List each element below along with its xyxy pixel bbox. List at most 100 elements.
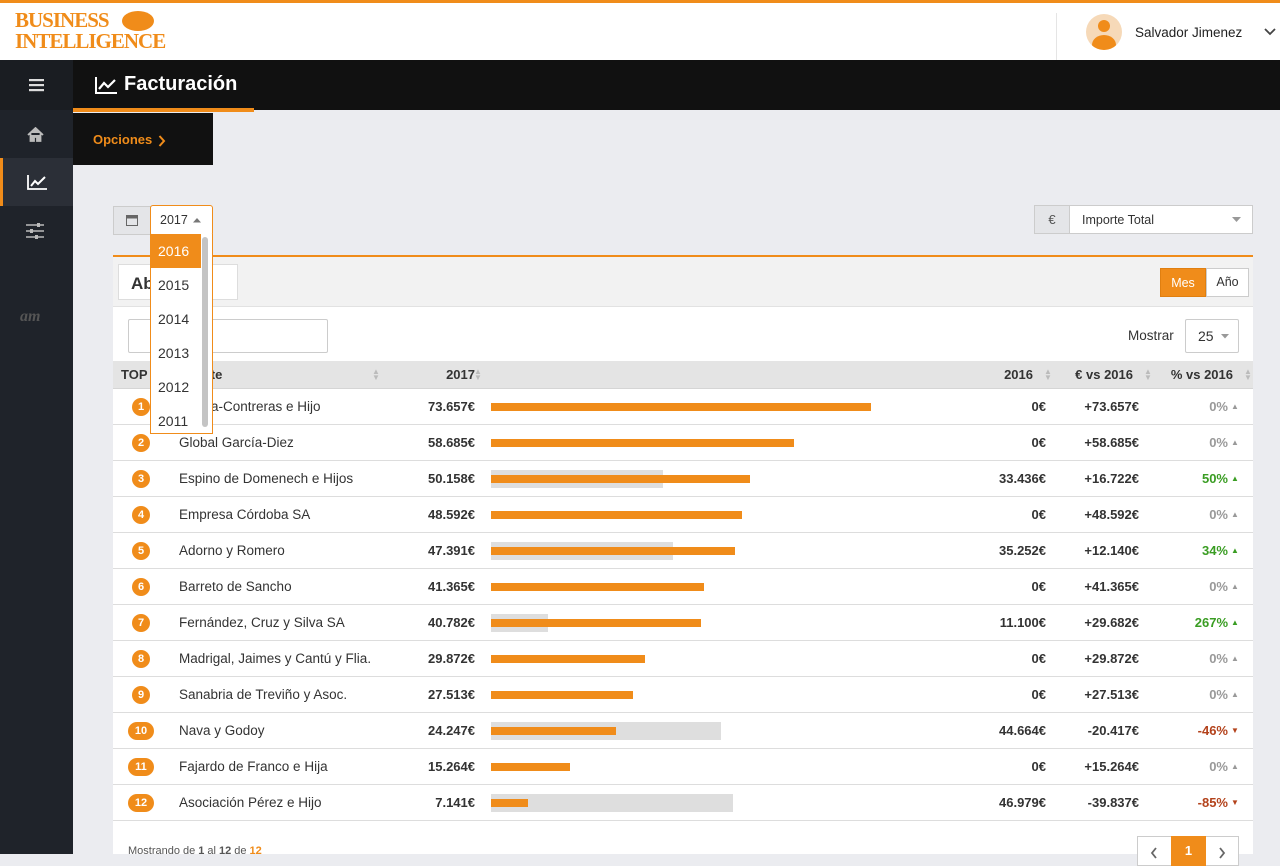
search-input[interactable] xyxy=(128,319,328,353)
diff-value: +48.592€ xyxy=(1084,507,1139,522)
bar-2017 xyxy=(491,511,742,519)
table-row: 2 Global García-Diez 58.685€ 0€ +58.685€ 0% ▲ xyxy=(113,425,1253,461)
options-button[interactable]: Opciones xyxy=(73,113,213,165)
value-2016: 0€ xyxy=(1031,579,1046,594)
year-option[interactable]: 2013 xyxy=(158,345,190,361)
title-underline xyxy=(73,108,254,112)
brand-mark: am xyxy=(20,308,41,325)
page-title: Facturación xyxy=(124,73,238,95)
info-part: 12 xyxy=(218,845,232,857)
value-2016: 46.979€ xyxy=(999,795,1046,810)
table-row: 9 Sanabria de Treviño y Asoc. 27.513€ 0€ +27… xyxy=(113,677,1253,713)
sort-icon: ▲ ▼ xyxy=(474,367,482,382)
pct-arrow: ▲ xyxy=(1231,582,1239,591)
client-name: Empresa Córdoba SA xyxy=(179,507,311,522)
value-2017: 58.685€ xyxy=(428,435,475,450)
diff-value: +27.513€ xyxy=(1084,687,1139,702)
user-name[interactable]: Salvador Jimenez xyxy=(1135,25,1243,40)
options-label[interactable]: Opciones xyxy=(93,132,153,147)
value-2016: 44.664€ xyxy=(999,723,1046,738)
value-2017: 40.782€ xyxy=(428,615,475,630)
table-row: 4 Empresa Córdoba SA 48.592€ 0€ +48.592€ 0% ▲ xyxy=(113,497,1253,533)
menu-toggle[interactable] xyxy=(0,60,73,110)
rank-badge: 6 xyxy=(132,578,150,596)
next-page[interactable] xyxy=(1218,847,1226,859)
value-2016: 0€ xyxy=(1031,435,1046,450)
rank-badge: 3 xyxy=(132,470,150,488)
year-option[interactable]: 2016 xyxy=(151,234,201,268)
pct-value: 0% xyxy=(1209,507,1228,522)
value-2017: 24.247€ xyxy=(428,723,475,738)
table-header: TOPCliente▲▼2017▲▼2016▲▼€ vs 2016▲▼% vs … xyxy=(113,361,1253,389)
diff-value: -20.417€ xyxy=(1087,723,1139,738)
info-part: de xyxy=(234,845,247,857)
current-page[interactable]: 1 xyxy=(1171,836,1206,866)
rank-badge: 7 xyxy=(132,614,150,632)
year-option[interactable]: 2015 xyxy=(158,277,190,293)
table-row: 10 Nava y Godoy 24.247€ 44.664€ -20.417€ -46%… xyxy=(113,713,1253,749)
column-header[interactable]: % vs 2016 xyxy=(1170,367,1233,382)
year-select[interactable]: 2017 xyxy=(150,205,213,236)
value-2017: 41.365€ xyxy=(428,579,475,594)
pct-value: 0% xyxy=(1209,651,1228,666)
table-row: 6 Barreto de Sancho 41.365€ 0€ +41.365€ 0% ▲ xyxy=(113,569,1253,605)
nav-chart-active[interactable] xyxy=(0,158,73,206)
year-option[interactable]: 2014 xyxy=(158,311,190,327)
measure-value[interactable]: Importe Total xyxy=(1082,213,1155,227)
pct-arrow: ▲ xyxy=(1231,546,1239,555)
bar-2017 xyxy=(491,619,702,627)
toggle-month[interactable]: Mes xyxy=(1160,268,1206,297)
column-header[interactable]: € vs 2016 xyxy=(1075,367,1133,382)
year-option[interactable]: 2011 xyxy=(158,413,189,429)
value-2016: 0€ xyxy=(1031,651,1046,666)
bar-2017 xyxy=(491,583,705,591)
bar-2017 xyxy=(491,727,617,735)
chart-icon xyxy=(95,77,117,94)
info-part: al xyxy=(207,845,216,857)
year-option[interactable]: 2012 xyxy=(158,379,190,395)
panel-header xyxy=(113,257,1253,307)
diff-value: +29.682€ xyxy=(1084,615,1139,630)
client-name: Nava y Godoy xyxy=(179,723,265,738)
value-2016: 0€ xyxy=(1031,687,1046,702)
sort-icon: ▲ ▼ xyxy=(372,367,380,382)
client-name: Global García-Diez xyxy=(179,435,294,450)
diff-value: +29.872€ xyxy=(1084,651,1139,666)
avatar[interactable] xyxy=(1086,14,1122,50)
toggle-year[interactable]: Año xyxy=(1206,268,1249,297)
pct-value: 34% xyxy=(1201,543,1228,558)
table-row: 3 Espino de Domenech e Hijos 50.158€ 33.436… xyxy=(113,461,1253,497)
currency-addon: € xyxy=(1034,205,1070,234)
value-2016: 11.100€ xyxy=(999,615,1046,630)
sort-icon: ▲ ▼ xyxy=(1144,367,1152,382)
table-row: 5 Adorno y Romero 47.391€ 35.252€ +12.140€ 34… xyxy=(113,533,1253,569)
value-2017: 47.391€ xyxy=(428,543,475,558)
bar-2017 xyxy=(491,655,646,663)
pct-arrow: ▲ xyxy=(1231,510,1239,519)
info-part: Mostrando de xyxy=(128,845,196,857)
diff-value: +12.140€ xyxy=(1084,543,1139,558)
measure-select[interactable]: Importe Total xyxy=(1069,205,1253,234)
value-2016: 33.436€ xyxy=(999,471,1046,486)
table-row: 1 Villaca-Contreras e Hijo 73.657€ 0€ +73.65… xyxy=(113,389,1253,425)
rank-badge: 9 xyxy=(132,686,150,704)
bar-2016 xyxy=(491,794,734,812)
page-size-select[interactable]: 25 xyxy=(1185,319,1239,353)
year-value[interactable]: 2017 xyxy=(160,213,188,227)
nav-home[interactable] xyxy=(27,127,44,142)
column-header[interactable]: 2016 xyxy=(1004,367,1033,382)
logo-bubble xyxy=(122,11,154,31)
client-name: Fernández, Cruz y Silva SA xyxy=(179,615,345,630)
user-menu-caret[interactable] xyxy=(1264,28,1276,36)
column-header[interactable]: TOP xyxy=(121,367,148,382)
pagination: 1 xyxy=(1137,836,1239,866)
value-2016: 0€ xyxy=(1031,759,1046,774)
prev-page[interactable] xyxy=(1150,847,1158,859)
column-header[interactable]: 2017 xyxy=(446,367,475,382)
sort-icon: ▲ ▼ xyxy=(1244,367,1252,382)
rank-badge: 4 xyxy=(132,506,150,524)
page-size-value[interactable]: 25 xyxy=(1198,328,1214,344)
sidebar: am xyxy=(0,110,73,854)
nav-settings[interactable] xyxy=(26,223,44,239)
